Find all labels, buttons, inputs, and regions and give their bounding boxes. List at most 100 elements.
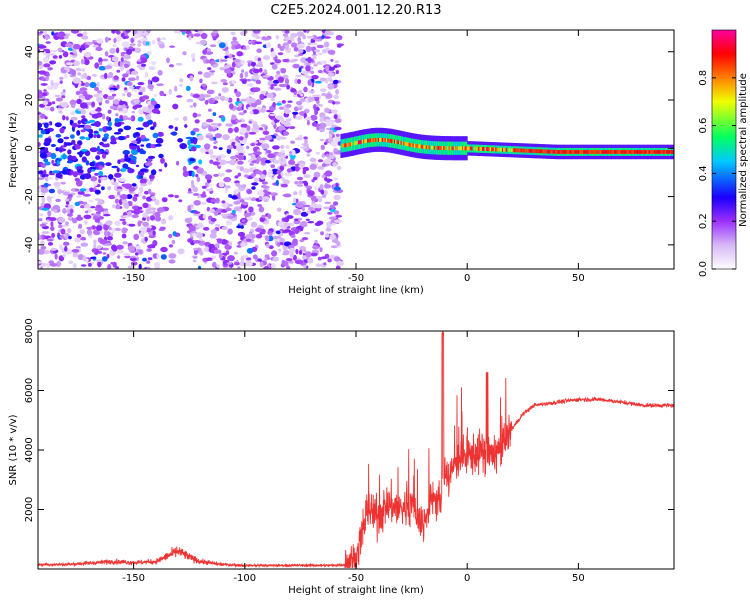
spectrogram-cell (587, 150, 590, 154)
spectrogram-cell (192, 186, 199, 193)
spectrogram-cell (513, 148, 516, 153)
spectrogram-cell (187, 139, 191, 146)
spectrogram-cell (345, 143, 348, 147)
spectrogram-cell (47, 210, 52, 217)
spectrogram-cell (452, 146, 455, 151)
spectrogram-cell (484, 147, 487, 151)
spectrogram-cell (241, 69, 245, 73)
spectrogram-cell (246, 125, 251, 132)
spectrogram-cell (401, 141, 404, 146)
spectrogram-cell (255, 79, 262, 85)
spectrogram-cell (60, 228, 66, 235)
spectrogram-cell (279, 242, 284, 245)
spectrogram-cell (250, 154, 256, 160)
spectrogram-cell (335, 37, 342, 41)
spectrogram-cell (131, 110, 135, 114)
spectrogram-cell (138, 187, 143, 192)
spectrogram-cell (77, 124, 81, 128)
spectrogram-cell (232, 71, 236, 75)
spectrogram-cell (158, 153, 164, 159)
spectrogram-cell (610, 150, 612, 154)
spectrogram-cell (158, 168, 163, 172)
spectrogram-cell (105, 242, 113, 246)
spectrogram-cell (261, 214, 266, 219)
spectrogram-cell (230, 31, 236, 36)
spectrogram-cell (588, 150, 591, 154)
spectrogram-cell (168, 244, 174, 248)
spectrogram-cell (137, 59, 142, 62)
spectrogram-cell (515, 148, 517, 153)
spectrogram-cell (107, 186, 112, 191)
spectrogram-cell (642, 150, 644, 154)
spectrogram-cell (295, 74, 302, 78)
spectrogram-cell (82, 193, 91, 197)
spectrogram-cell (274, 59, 282, 64)
spectrogram-x-label: Height of straight line (km) (288, 285, 424, 296)
spectrogram-cell (193, 213, 201, 217)
spectrogram-cell (305, 251, 312, 258)
spectrogram-cell (43, 48, 50, 52)
spectrogram-cell (259, 174, 266, 180)
spectrogram-cell (38, 116, 41, 121)
spectrogram-cell (321, 48, 327, 54)
spectrogram-cell (116, 244, 124, 250)
spectrogram-cell (227, 228, 233, 235)
spectrogram-cell (259, 261, 264, 268)
spectrogram-cell (631, 150, 634, 154)
spectrogram-cell (212, 64, 218, 68)
spectrogram-cell (41, 174, 46, 178)
spectrogram-cell (46, 195, 52, 202)
spectrogram-cell (84, 220, 88, 225)
spectrogram-cell (164, 162, 168, 168)
spectrogram-cell (133, 33, 142, 39)
spectrogram-cell (106, 95, 115, 100)
spectrogram-cell (193, 138, 197, 145)
spectrogram-cell (97, 261, 102, 268)
spectrogram-cell (58, 148, 67, 152)
spectrogram-cell (75, 67, 82, 72)
spectrogram-cell (251, 75, 259, 80)
spectrogram-cell (156, 207, 165, 213)
spectrogram-cell (246, 238, 252, 242)
spectrogram-cell (69, 68, 73, 75)
spectrogram-cell (88, 132, 94, 139)
spectrogram-cell (38, 218, 43, 222)
spectrogram-cell (329, 79, 334, 83)
spectrogram-cell (63, 66, 71, 71)
spectrogram-cell (85, 137, 90, 140)
spectrogram-cell (324, 184, 332, 189)
spectrogram-cell (662, 150, 664, 154)
spectrogram-cell (643, 150, 646, 154)
spectrogram-cell (294, 228, 300, 235)
spectrogram-cell (572, 150, 575, 154)
spectrogram-cell (271, 250, 278, 257)
spectrogram-cell (304, 138, 308, 145)
spectrogram-cell (141, 86, 146, 93)
spectrogram-cell (330, 209, 336, 213)
spectrogram-cell (459, 146, 461, 151)
spectrogram-cell (103, 133, 110, 138)
spectrogram-cell (252, 87, 261, 92)
spectrogram-cell (203, 226, 210, 231)
spectrogram-cell (67, 213, 73, 217)
spectrogram-cell (579, 150, 582, 154)
spectrogram-cell (295, 248, 299, 255)
spectrogram-cell (289, 35, 293, 40)
spectrogram-cell (86, 226, 94, 230)
spectrogram-cell (211, 255, 217, 259)
spectrogram-cell (275, 179, 279, 187)
spectrogram-cell (209, 208, 216, 213)
spectrogram-cell (327, 49, 336, 55)
spectrogram-cell (244, 71, 249, 78)
spectrogram-cell (53, 181, 61, 187)
spectrogram-cell (83, 204, 92, 209)
figure-title: C2E5.2024.001.12.20.R13 (270, 3, 441, 18)
spectrogram-cell (159, 90, 165, 96)
spectrogram-cell (440, 146, 443, 150)
spectrogram-cell (39, 213, 44, 217)
spectrogram-cell (327, 212, 333, 215)
spectrogram-cell (659, 150, 662, 154)
spectrogram-cell (43, 249, 50, 255)
spectrogram-cell (234, 142, 241, 147)
spectrogram-cell (193, 102, 197, 108)
